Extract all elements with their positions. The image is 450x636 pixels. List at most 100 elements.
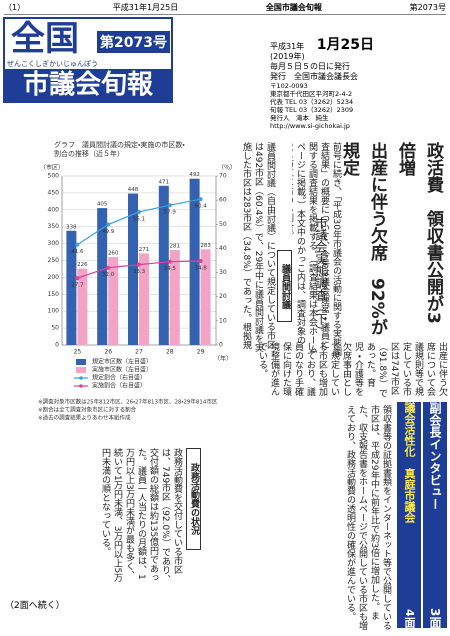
info-line: 代表 TEL 03（3262）5234 [270,98,354,106]
value-label: 41.6 [71,249,84,255]
y2-tick-label: 0 [219,342,223,349]
y-axis-label: （市区） [40,164,64,172]
value-label: 57.9 [164,210,177,216]
value-label: 283 [200,243,211,249]
bar [97,208,108,345]
sidebar-item[interactable]: 議会活性化 真庭市議会 4面 [397,402,421,628]
x-tick-label: 28 [166,349,174,356]
bar [77,268,88,345]
logo-bottom: 市議会旬報 [5,69,171,101]
info-line: 〒102-0093 [270,82,308,90]
header-issue: 第2073号 [409,3,446,12]
y2-tick-label: 10 [219,317,227,324]
value-label: 338 [66,224,77,230]
subhead: 政務活動費の状況 [186,448,201,550]
value-label: 281 [170,244,181,250]
article-left: 政務活動費を交付している市区は、749市区（92.0%）であり、交付額の総額は約… [100,448,182,584]
value-label: 60.4 [194,204,207,210]
chart: グラフ 議員間討議の規定・実施の市区数・割合の推移（近５年） （市区） （％） 0 50… [38,140,236,422]
y2-tick-label: 30 [219,269,227,276]
value-label: 260 [108,251,119,257]
y2-tick-label: 50 [219,221,227,228]
chart-note: ※割合は全て調査対象市区に対する割合 [38,406,137,414]
chart-title: 割合の推移（近５年） [54,149,124,158]
bar [200,249,211,345]
info-schedule: 毎月５日５の日に発行 [270,62,350,71]
value-label: 33.3 [133,269,146,275]
value-label: 34.8 [194,265,207,271]
bar [128,193,138,345]
bar [169,250,180,345]
value-label: 405 [97,202,108,208]
value-label: 448 [128,187,139,193]
value-label: 271 [139,247,150,253]
sidebar-page: 3面 [428,607,442,628]
headline: 政活費 領収書公開が3倍増 出産に伴う欠席 92%が規定 市議会実態調査（下） [314,142,447,337]
chart-note: ※調査対象市区数は25年812市区、26・27年813市区、28・29年814市… [38,398,218,406]
info-line: http://www.si-gichokai.jp [270,122,350,130]
legend-swatch [76,359,86,365]
x-axis-label: （年） [214,355,232,363]
info-era: 平成31年 [270,42,305,51]
headline-line: 出産に伴う欠席 92%が規定 [339,142,387,336]
point [198,197,203,202]
continued: （2面へ続く） [5,601,65,611]
legend-label: 実施市区数（左目盛） [92,366,152,374]
point [167,259,172,264]
value-label: 32.0 [102,272,115,278]
legend-swatch [76,367,86,373]
y2-tick-label: 40 [219,245,227,252]
y-tick-label: 500 [48,173,60,180]
header-date: 平成31年1月25日 [112,3,179,12]
y2-axis-label: （％） [218,165,236,172]
logo-top: 全国 [11,19,79,59]
point [137,209,141,214]
article-middle: 出産に伴う欠席について会議規則等で規定している市区は747市区（91.8%）であ… [257,342,447,398]
x-tick-label: 29 [197,349,205,356]
chart-note: ※過去の調査結果よりあわせ本紙作成 [38,414,131,422]
info: 平成31年 1月25日 (2019年) 毎月５日５の日に発行 発行 全国市議会議… [270,38,448,130]
point [75,276,80,281]
sidebar-title: 副会長インタビュー [428,402,442,510]
bar [158,185,169,345]
legend-label: 実施割合（右目盛） [92,382,146,390]
sidebar: 副会長インタビュー 3面 議会活性化 真庭市議会 4面 [397,402,447,628]
x-tick-label: 27 [135,349,143,356]
value-label: 492 [189,172,200,178]
legend-swatch [79,384,83,388]
y-tick-label: 50 [51,325,59,332]
info-lines: 〒102-0093 東京都千代田区平河町2-4-2 代表 TEL 03（3262）5… [270,82,448,130]
headline-line: 政活費 領収書公開が3倍増 [395,142,443,324]
info-line: 旬報 TEL 03（3262）2309 [270,106,354,114]
chart-title: グラフ 議員間討議の規定・実施の市区数・ [54,140,185,149]
value-label: 49.9 [102,229,115,235]
x-tick-label: 25 [74,349,82,356]
y2-tick-label: 60 [219,197,227,204]
point [198,258,203,263]
legend-swatch [79,376,83,380]
point [106,222,111,227]
info-publisher: 発行 全国市議会議長会 [270,72,358,81]
value-label: 27.7 [71,283,84,289]
headline-sub: 市議会実態調査（下） [314,217,328,337]
legend-label: 規定割合（右目盛） [92,374,146,382]
y-tick-label: 450 [48,189,60,196]
legend-label: 規定市区数（左目盛） [92,358,152,366]
logo-issue: 第2073号 [97,31,170,53]
point [106,265,111,270]
y-tick-label: 250 [48,257,60,264]
x-tick-label: 26 [104,349,112,356]
sidebar-item[interactable]: 副会長インタビュー 3面 [423,402,447,628]
point [167,203,172,208]
y-tick-label: 400 [48,206,60,213]
bar [189,178,200,345]
point [137,262,141,267]
y-tick-label: 100 [48,308,60,315]
value-label: 34.5 [164,266,177,272]
logo: 全国 第2073号 ぜんこくしぎかいじゅんぽう 市議会旬報 [3,17,173,103]
y-tick-label: 350 [48,223,60,230]
point [75,242,80,247]
header-paper: 全国市議会旬報 [265,3,322,12]
logo-reading: ぜんこくしぎかいじゅんぽう [7,60,98,68]
y-tick-label: 150 [48,291,60,298]
